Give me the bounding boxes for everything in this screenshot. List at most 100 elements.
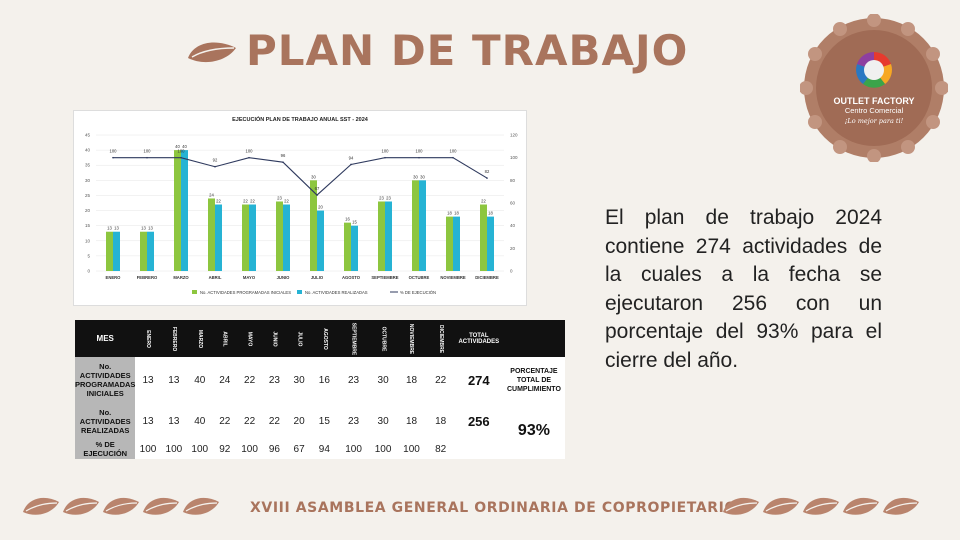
- table-cell: 18: [396, 357, 427, 403]
- legend-swatch: [297, 290, 302, 294]
- y-tick-right: 120: [510, 133, 518, 138]
- header-month: ENERO: [135, 320, 161, 357]
- line-point: [180, 156, 182, 159]
- leaf-icon: [62, 494, 100, 523]
- table-cell: 22: [212, 403, 238, 439]
- bar-data-label: 16: [345, 217, 350, 222]
- table-cell: 16: [311, 357, 338, 403]
- y-tick-right: 20: [510, 246, 516, 251]
- pct-label: PORCENTAJE TOTAL DE CUMPLIMIENTO: [502, 357, 565, 403]
- legend-label: % DE EJECUCIÓN: [400, 290, 436, 295]
- x-tick-label: FEBRERO: [137, 275, 158, 280]
- line-data-label: 67: [315, 186, 320, 191]
- header-month: FEBRERO: [160, 320, 188, 357]
- leaf-icon: [762, 494, 800, 523]
- bar-data-label: 18: [447, 211, 452, 216]
- table-cell: 30: [286, 357, 312, 403]
- x-tick-label: MAYO: [243, 275, 256, 280]
- bar: [242, 204, 249, 271]
- bar-data-label: 22: [216, 199, 221, 204]
- row-label: No. ACTIVIDADES PROGRAMADAS INICIALES: [75, 357, 136, 403]
- table-cell: 100: [369, 439, 397, 459]
- x-tick-label: ABRIL: [209, 275, 222, 280]
- bar: [378, 201, 385, 271]
- table-cell: 23: [337, 357, 370, 403]
- legend-label: No. ACTIVIDADES REALIZADAS: [305, 290, 368, 295]
- bar: [487, 216, 494, 271]
- y-tick-right: 0: [510, 269, 513, 274]
- leaf-icon: [22, 494, 60, 523]
- y-tick-right: 100: [510, 155, 518, 160]
- bar-data-label: 22: [284, 199, 289, 204]
- bar-data-label: 22: [250, 199, 255, 204]
- y-tick-left: 25: [85, 193, 91, 198]
- table-cell: 82: [426, 439, 455, 459]
- x-tick-label: JULIO: [311, 275, 324, 280]
- y-tick-left: 15: [85, 223, 91, 228]
- footer-leaves-right: [722, 494, 920, 523]
- line-point: [282, 161, 284, 163]
- header-month: MAYO: [237, 320, 263, 357]
- line-data-label: 100: [416, 149, 424, 154]
- bar: [351, 225, 358, 271]
- bar: [310, 180, 317, 271]
- table-cell: 100: [187, 439, 213, 459]
- table-cell: 22: [262, 403, 287, 439]
- leaf-icon: [188, 42, 236, 62]
- bar-data-label: 40: [175, 144, 180, 149]
- bar-data-label: 13: [107, 226, 112, 231]
- table-cell: 30: [369, 357, 397, 403]
- line-data-label: 94: [349, 155, 354, 160]
- x-tick-label: NOVIEMBRE: [440, 275, 466, 280]
- line-point: [316, 194, 318, 196]
- header-month-label: OCTUBRE: [380, 326, 387, 351]
- table-cell: 13: [135, 357, 161, 403]
- bar-data-label: 13: [114, 226, 119, 231]
- table-cell: 67: [286, 439, 312, 459]
- row-label: % DE EJECUCIÓN: [75, 439, 136, 459]
- table-cell: 100: [237, 439, 263, 459]
- header-total: TOTAL ACTIVIDADES: [454, 320, 503, 357]
- bar-data-label: 22: [243, 199, 248, 204]
- header-mes: MES: [75, 320, 136, 357]
- header-month-label: FEBRERO: [170, 326, 177, 351]
- table-cell: 94: [311, 439, 338, 459]
- y-tick-left: 35: [85, 163, 91, 168]
- bar: [480, 204, 487, 271]
- table-cell: 100: [396, 439, 427, 459]
- line-data-label: 100: [246, 149, 254, 154]
- bar: [419, 180, 426, 271]
- table-cell: 30: [369, 403, 397, 439]
- bar: [113, 231, 120, 271]
- y-tick-left: 0: [87, 269, 90, 274]
- bar-data-label: 30: [420, 174, 425, 179]
- execution-chart: EJECUCIÓN PLAN DE TRABAJO ANUAL SST - 20…: [73, 110, 527, 306]
- bar: [140, 231, 147, 271]
- line-point: [248, 156, 250, 159]
- table-cell: 100: [337, 439, 370, 459]
- footer: XVIII ASAMBLEA GENERAL ORDINARIA DE COPR…: [0, 494, 960, 524]
- header-month: NOVIEMBRE: [396, 320, 427, 357]
- table-cell: 18: [396, 403, 427, 439]
- bar: [215, 204, 222, 271]
- row-total-empty: [454, 439, 503, 459]
- logo-subtitle: Centro Comercial: [844, 106, 904, 115]
- bar: [283, 204, 290, 271]
- x-tick-label: SEPTIEMBRE: [371, 275, 398, 280]
- table-cell: 18: [426, 403, 455, 439]
- pct-value: 93%: [502, 403, 565, 459]
- bar-data-label: 20: [318, 205, 323, 210]
- y-tick-left: 5: [87, 253, 90, 258]
- line-data-label: 100: [450, 149, 458, 154]
- footer-text: XVIII ASAMBLEA GENERAL ORDINARIA DE COPR…: [250, 500, 748, 516]
- bar: [446, 216, 453, 271]
- slide-title: PLAN DE TRABAJO: [186, 26, 688, 75]
- x-tick-label: MARZO: [173, 275, 189, 280]
- bar-data-label: 30: [311, 174, 316, 179]
- bar-data-label: 23: [277, 195, 282, 200]
- y-tick-left: 20: [85, 208, 91, 213]
- line-data-label: 100: [110, 149, 118, 154]
- bar-data-label: 40: [182, 144, 187, 149]
- header-month-label: ENERO: [145, 329, 152, 348]
- table-cell: 24: [212, 357, 238, 403]
